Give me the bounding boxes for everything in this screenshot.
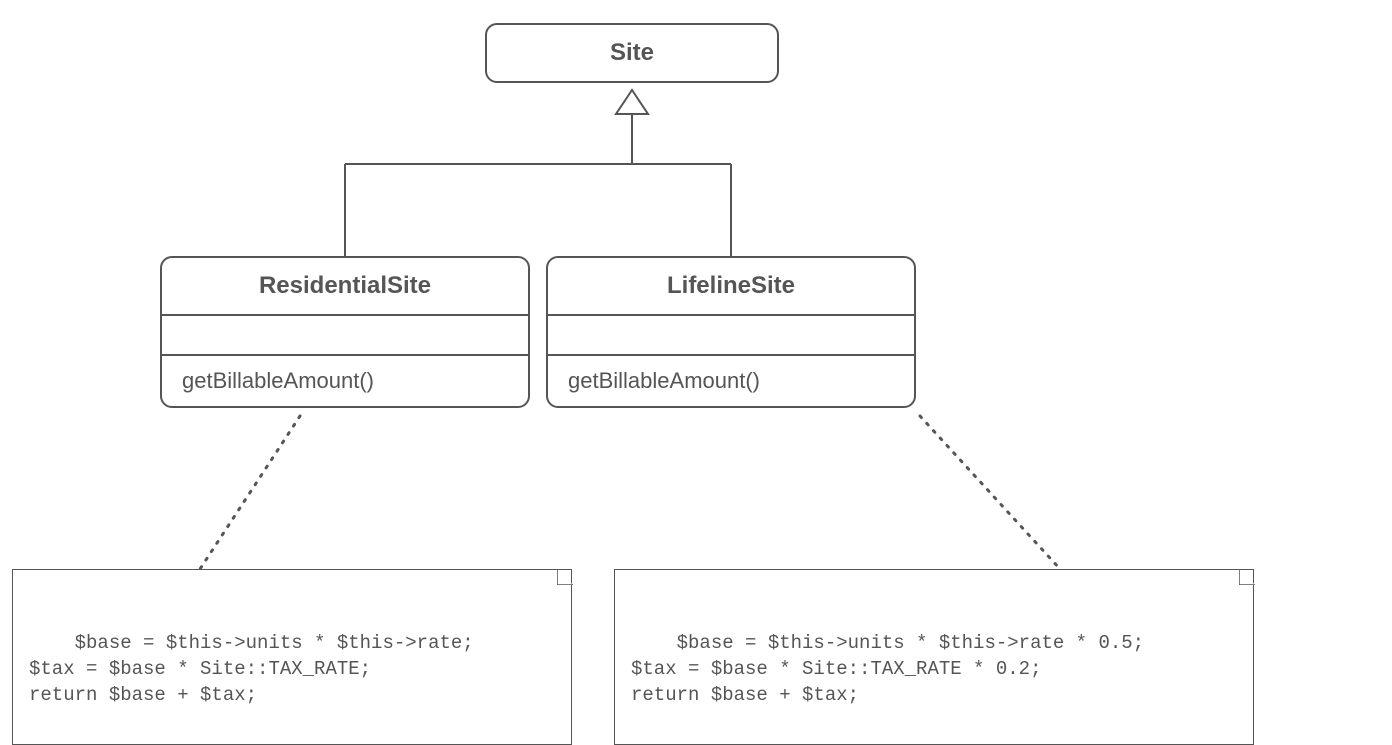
note-code: $base = $this->units * $this->rate; $tax… <box>29 632 474 705</box>
method-label: getBillableAmount() <box>182 368 374 393</box>
uml-diagram: Site ResidentialSite getBillableAmount()… <box>0 0 1392 679</box>
class-residentialsite: ResidentialSite getBillableAmount() <box>160 256 530 408</box>
note-lifelinesite: $base = $this->units * $this->rate * 0.5… <box>614 569 1254 745</box>
class-residentialsite-methods: getBillableAmount() <box>162 354 528 406</box>
class-lifelinesite: LifelineSite getBillableAmount() <box>546 256 916 408</box>
class-residentialsite-attributes <box>162 314 528 354</box>
class-site: Site <box>485 23 779 83</box>
class-lifelinesite-methods: getBillableAmount() <box>548 354 914 406</box>
note-residentialsite: $base = $this->units * $this->rate; $tax… <box>12 569 572 745</box>
method-label: getBillableAmount() <box>568 368 760 393</box>
note-fold-icon <box>557 569 573 585</box>
note-fold-icon <box>1239 569 1255 585</box>
class-site-title: Site <box>487 25 777 81</box>
class-lifelinesite-title: LifelineSite <box>548 258 914 314</box>
class-lifelinesite-attributes <box>548 314 914 354</box>
class-residentialsite-title: ResidentialSite <box>162 258 528 314</box>
note-code: $base = $this->units * $this->rate * 0.5… <box>631 632 1144 705</box>
